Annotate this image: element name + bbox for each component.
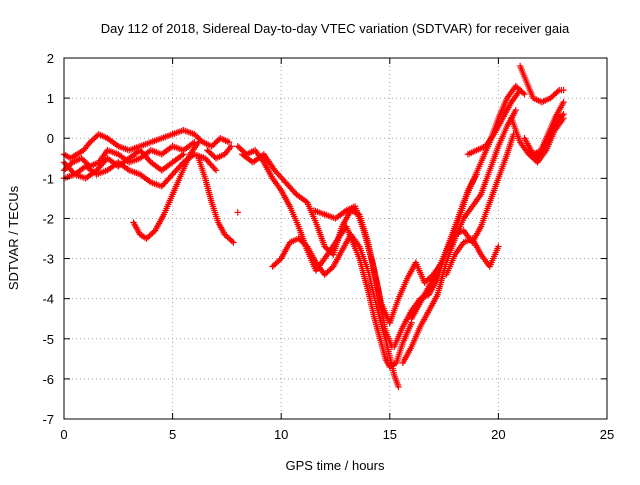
y-axis-label: SDTVAR / TECUs [6, 185, 21, 290]
axis-ticks: 0 5 10 15 20 25 -7 -6 -5 -4 -3 -2 -1 0 1 2 [42, 51, 614, 442]
data-point [521, 90, 528, 98]
x-tick-label: 25 [600, 427, 614, 442]
data-point [516, 86, 524, 94]
data-point [230, 239, 237, 246]
data-point [211, 165, 218, 173]
data-point [228, 143, 235, 150]
x-tick-label: 5 [169, 427, 176, 442]
y-tick-label: -1 [42, 171, 54, 186]
plot-frame [63, 57, 608, 420]
x-tick-label: 10 [274, 427, 288, 442]
data-point [195, 139, 202, 146]
data-point [395, 383, 402, 391]
data-point [234, 209, 241, 216]
data-point [558, 112, 566, 119]
data-point [560, 98, 567, 106]
x-tick-label: 20 [491, 427, 505, 442]
data-point [225, 139, 233, 146]
y-tick-label: -7 [42, 412, 54, 427]
data-point [512, 106, 519, 114]
y-tick-label: -4 [42, 292, 54, 307]
y-tick-label: 2 [47, 51, 54, 66]
y-tick-label: -6 [42, 372, 54, 387]
data-point [228, 237, 236, 245]
data-point [212, 167, 220, 174]
chart-title: Day 112 of 2018, Sidereal Day-to-day VTE… [101, 21, 570, 36]
y-tick-label: 1 [47, 91, 54, 106]
y-tick-label: -5 [42, 332, 54, 347]
data-markers [60, 62, 567, 391]
x-axis-label: GPS time / hours [286, 458, 385, 473]
data-point [560, 110, 567, 118]
data-point [560, 86, 567, 94]
y-tick-label: -3 [42, 252, 54, 267]
y-tick-label: -2 [42, 211, 54, 226]
y-tick-label: 0 [47, 131, 54, 146]
data-point [180, 151, 187, 158]
x-tick-label: 15 [383, 427, 397, 442]
x-tick-label: 0 [60, 427, 67, 442]
data-point [495, 243, 502, 250]
data-point [554, 88, 561, 95]
